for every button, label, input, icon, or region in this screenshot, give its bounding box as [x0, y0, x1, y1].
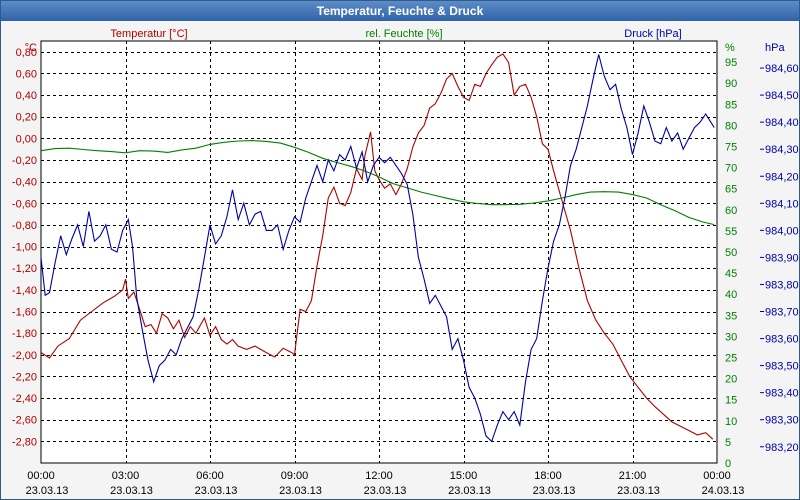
x-tick-label-date: 24.03.13 [702, 485, 745, 497]
y-tick-label-humidity: 80 [725, 120, 737, 132]
y-tick-label-temperature: -1,00 [12, 242, 37, 254]
x-tick-label-date: 23.03.13 [448, 485, 491, 497]
y-tick-label-humidity: 60 [725, 205, 737, 217]
x-tick-label-date: 23.03.13 [26, 485, 69, 497]
y-tick-label-pressure: 983,70 [765, 307, 799, 319]
y-tick-label-temperature: -2,40 [12, 393, 37, 405]
y-tick-label-pressure: 984,10 [765, 198, 799, 210]
y-tick-label-humidity: 65 [725, 184, 737, 196]
y-tick-label-temperature: -2,80 [12, 436, 37, 448]
y-tick-label-humidity: 20 [725, 374, 737, 386]
y-tick-label-temperature: -2,20 [12, 371, 37, 383]
y-tick-label-temperature: 0,40 [16, 90, 37, 102]
y-tick-label-pressure: 984,30 [765, 144, 799, 156]
y-tick-label-temperature: 0,00 [16, 133, 37, 145]
legend-pressure: Druck [hPa] [624, 28, 681, 40]
y-tick-label-humidity: 90 [725, 78, 737, 90]
y-axis-label-humidity: % [725, 42, 735, 54]
y-tick-label-pressure: 984,20 [765, 171, 799, 183]
chart: 0,80 0,60 0,40 0,20 0,00 -0,20 -0,40 -0,60 -0,80… [12, 28, 799, 497]
x-tick-label-time: 09:00 [281, 470, 309, 482]
legend-humidity: rel. Feuchte [%] [365, 28, 442, 40]
y-tick-label-temperature: -0,60 [12, 198, 37, 210]
x-tick-label-date: 23.03.13 [279, 485, 322, 497]
x-tick-label-date: 23.03.13 [617, 485, 660, 497]
x-tick-label-time: 00:00 [703, 470, 731, 482]
y-tick-label-temperature: 0,20 [16, 112, 37, 124]
y-tick-label-temperature: -2,60 [12, 415, 37, 427]
x-tick-label-time: 15:00 [450, 470, 478, 482]
x-tick-label-time: 06:00 [196, 470, 224, 482]
x-tick-label-date: 23.03.13 [364, 485, 407, 497]
y-tick-label-humidity: 75 [725, 142, 737, 154]
y-axis-label-temperature: °C [25, 42, 37, 54]
y-tick-label-temperature: 0,60 [16, 68, 37, 80]
y-tick-label-pressure: 983,90 [765, 252, 799, 264]
y-tick-label-temperature: -2,00 [12, 350, 37, 362]
y-tick-label-pressure: 984,60 [765, 63, 799, 75]
x-tick-label-date: 23.03.13 [195, 485, 238, 497]
y-tick-label-humidity: 40 [725, 289, 737, 301]
y-tick-label-temperature: -1,80 [12, 328, 37, 340]
y-tick-label-temperature: -0,20 [12, 155, 37, 167]
legend-temperature: Temperatur [°C] [110, 28, 187, 40]
x-tick-label-time: 12:00 [365, 470, 393, 482]
y-tick-label-pressure: 983,80 [765, 279, 799, 291]
y-tick-label-pressure: 983,20 [765, 442, 799, 454]
y-tick-label-temperature: -1,60 [12, 307, 37, 319]
y-tick-label-temperature: -0,80 [12, 220, 37, 232]
y-tick-label-humidity: 30 [725, 331, 737, 343]
y-tick-label-pressure: 984,00 [765, 225, 799, 237]
y-tick-label-pressure: 983,50 [765, 361, 799, 373]
y-tick-label-humidity: 50 [725, 247, 737, 259]
y-tick-label-pressure: 984,50 [765, 90, 799, 102]
y-tick-label-temperature: -1,40 [12, 285, 37, 297]
y-tick-label-humidity: 95 [725, 57, 737, 69]
grid [41, 41, 717, 463]
series-line-left [40, 53, 714, 440]
series-line-mid [40, 140, 715, 226]
y-axis-label-pressure: hPa [765, 42, 785, 54]
x-tick-label-date: 23.03.13 [110, 485, 153, 497]
y-tick-label-humidity: 10 [725, 416, 737, 428]
y-tick-label-humidity: 70 [725, 163, 737, 175]
y-tick-label-pressure: 983,60 [765, 334, 799, 346]
y-tick-label-humidity: 5 [725, 437, 731, 449]
y-tick-label-temperature: -0,40 [12, 177, 37, 189]
y-tick-label-humidity: 45 [725, 268, 737, 280]
y-tick-label-pressure: 983,30 [765, 415, 799, 427]
y-tick-label-temperature: -1,20 [12, 263, 37, 275]
x-tick-label-date: 23.03.13 [533, 485, 576, 497]
x-tick-label-time: 00:00 [27, 470, 55, 482]
x-tick-label-time: 03:00 [112, 470, 140, 482]
y-tick-label-pressure: 983,40 [765, 388, 799, 400]
x-tick-label-time: 18:00 [534, 470, 562, 482]
y-tick-label-humidity: 85 [725, 99, 737, 111]
series-line-right [40, 54, 715, 443]
window-title: Temperatur, Feuchte & Druck [1, 1, 799, 21]
y-tick-label-humidity: 15 [725, 395, 737, 407]
y-tick-label-humidity: 55 [725, 226, 737, 238]
y-tick-label-temperature: 0,80 [16, 47, 37, 59]
y-tick-label-pressure: 984,40 [765, 117, 799, 129]
y-tick-label-humidity: 0 [725, 458, 731, 470]
x-tick-label-time: 21:00 [619, 470, 647, 482]
y-tick-label-humidity: 35 [725, 310, 737, 322]
y-tick-label-humidity: 25 [725, 353, 737, 365]
